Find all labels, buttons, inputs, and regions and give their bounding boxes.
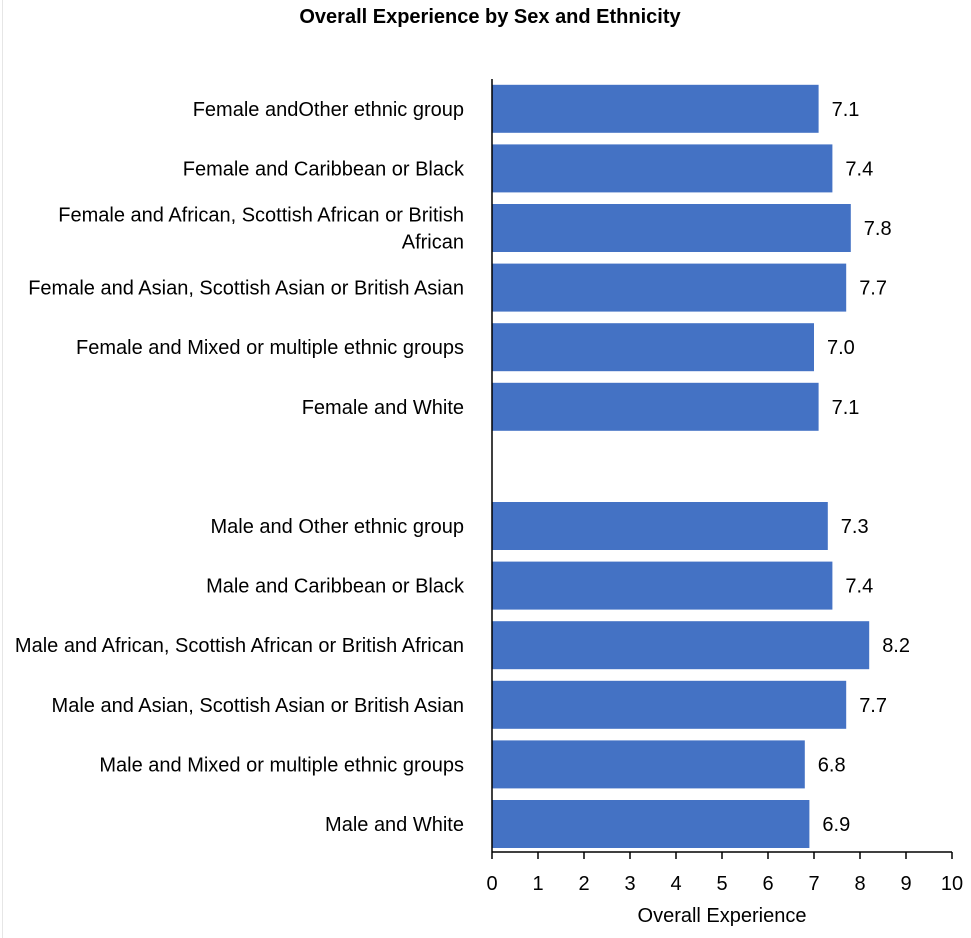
data-label: 7.8 <box>864 218 892 240</box>
bar <box>492 680 847 729</box>
bars-layer <box>492 84 870 848</box>
bar <box>492 323 814 372</box>
bar <box>492 740 805 789</box>
data-labels: 7.1 7.4 7.8 7.7 7.0 7.1 7.3 7.4 8.2 7.7 6.8 6.9 <box>818 99 910 836</box>
category-label: Male and African, Scottish African or Br… <box>15 635 464 657</box>
bar <box>492 561 833 610</box>
category-label: Female and Caribbean or Black <box>183 158 465 180</box>
data-label: 6.9 <box>822 814 850 836</box>
x-tick-label: 7 <box>808 873 819 895</box>
category-label: Female and African, Scottish African or … <box>58 205 464 254</box>
x-tick-label: 6 <box>762 873 773 895</box>
x-tick-label: 9 <box>900 873 911 895</box>
data-label: 7.4 <box>845 576 873 598</box>
category-label: Male and Caribbean or Black <box>206 576 465 598</box>
bar <box>492 263 847 312</box>
chart-title: Overall Experience by Sex and Ethnicity <box>299 6 681 28</box>
x-axis-title: Overall Experience <box>638 905 807 927</box>
bar <box>492 800 810 848</box>
bar <box>492 144 833 193</box>
category-label: Female andOther ethnic group <box>193 99 464 121</box>
category-label: Male and Mixed or multiple ethnic groups <box>99 754 464 776</box>
data-label: 7.1 <box>832 397 860 419</box>
data-label: 7.3 <box>841 516 869 538</box>
category-label: Male and Asian, Scottish Asian or Britis… <box>52 695 464 717</box>
x-tick-label: 8 <box>854 873 865 895</box>
x-tick-label: 4 <box>670 873 681 895</box>
x-tick-label: 2 <box>578 873 589 895</box>
bar <box>492 621 870 670</box>
x-tick-label: 5 <box>716 873 727 895</box>
category-labels: Female andOther ethnic group Female and C… <box>15 99 465 836</box>
x-tick-label: 1 <box>532 873 543 895</box>
x-tick-label: 10 <box>941 873 963 895</box>
data-label: 6.8 <box>818 754 846 776</box>
bar <box>492 204 851 252</box>
category-label: Male and White <box>325 814 464 836</box>
x-tick-label: 0 <box>486 873 497 895</box>
category-label: Male and Other ethnic group <box>211 516 465 538</box>
data-label: 7.4 <box>845 158 873 180</box>
data-label: 8.2 <box>882 635 910 657</box>
data-label: 7.0 <box>827 337 855 359</box>
data-label: 7.1 <box>832 99 860 121</box>
data-label: 7.7 <box>859 695 887 717</box>
x-tick-label: 3 <box>624 873 635 895</box>
category-label: Female and Mixed or multiple ethnic grou… <box>76 337 464 359</box>
bar <box>492 84 819 133</box>
category-label: Female and Asian, Scottish Asian or Brit… <box>28 278 464 300</box>
x-axis: 0 1 2 3 4 5 6 7 8 9 10 <box>486 851 963 895</box>
data-label: 7.7 <box>859 278 887 300</box>
bar <box>492 382 819 431</box>
bar <box>492 502 828 550</box>
left-border <box>2 0 3 938</box>
category-label: Female and White <box>302 397 464 419</box>
